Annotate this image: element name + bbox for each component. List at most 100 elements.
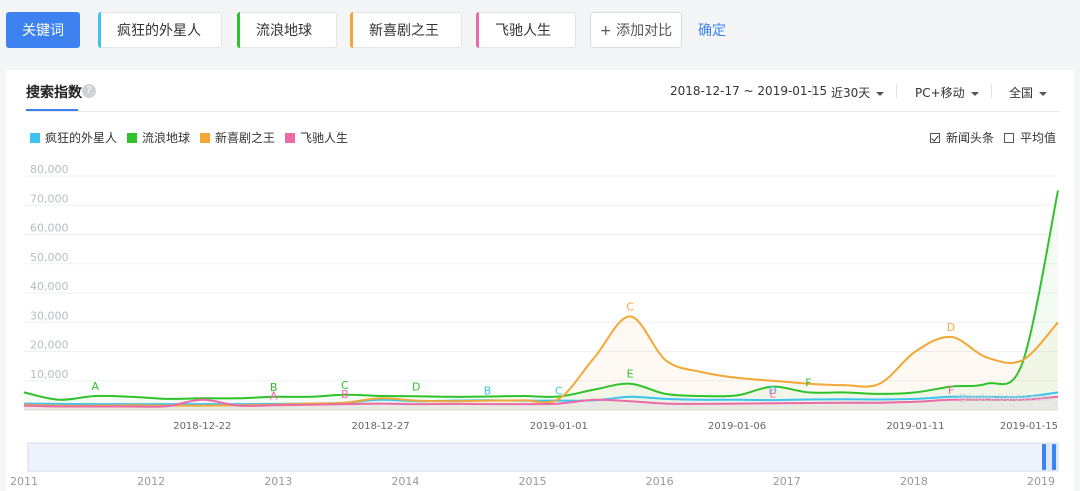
keyword-chip-label: 流浪地球 bbox=[256, 23, 312, 39]
keyword-chip-label: 飞驰人生 bbox=[495, 23, 551, 39]
x-tick-label: 2019-01-01 bbox=[530, 421, 588, 432]
event-marker[interactable]: E bbox=[627, 368, 634, 381]
legend-item[interactable]: 新喜剧之王 bbox=[200, 129, 275, 146]
series-area bbox=[24, 316, 1058, 410]
year-tick-label: 2019 bbox=[1027, 475, 1055, 488]
keyword-chip-label: 疯狂的外星人 bbox=[117, 23, 201, 39]
event-marker[interactable]: D bbox=[947, 321, 955, 334]
y-tick-label: 40,000 bbox=[30, 280, 69, 293]
event-marker[interactable]: B bbox=[270, 381, 278, 394]
x-tick-label: 2019-01-06 bbox=[708, 421, 766, 432]
keyword-chip-1[interactable]: 疯狂的外星人 bbox=[98, 12, 222, 48]
average-label: 平均值 bbox=[1020, 131, 1057, 145]
year-tick-label: 2018 bbox=[900, 475, 928, 488]
legend-swatch bbox=[127, 132, 138, 143]
keyword-chip-3[interactable]: 新喜剧之王 bbox=[350, 12, 462, 48]
region-dropdown[interactable]: 全国 bbox=[1009, 84, 1048, 101]
overview-brush[interactable] bbox=[27, 442, 1059, 472]
event-marker[interactable]: A bbox=[92, 380, 100, 393]
series-line[interactable] bbox=[23, 391, 1059, 406]
average-checkbox[interactable]: 平均值 bbox=[1004, 129, 1056, 146]
event-marker[interactable]: F bbox=[805, 376, 811, 389]
y-tick-label: 20,000 bbox=[30, 339, 69, 352]
chevron-down-icon bbox=[1039, 91, 1048, 96]
keyword-chip-4[interactable]: 飞驰人生 bbox=[476, 12, 576, 48]
keyword-chip-2[interactable]: 流浪地球 bbox=[237, 12, 337, 48]
help-icon[interactable]: ? bbox=[82, 84, 96, 98]
legend-swatch bbox=[200, 132, 211, 143]
y-tick-label: 50,000 bbox=[30, 251, 69, 264]
period-value: 近30天 bbox=[831, 86, 871, 100]
event-marker[interactable]: B bbox=[341, 388, 349, 401]
x-tick-label: 2019-01-15 bbox=[1000, 421, 1058, 432]
legend-label: 流浪地球 bbox=[142, 131, 191, 145]
device-dropdown[interactable]: PC+移动 bbox=[915, 84, 979, 101]
chart-legend: 疯狂的外星人 流浪地球 新喜剧之王 飞驰人生 bbox=[30, 129, 358, 146]
year-tick-label: 2016 bbox=[646, 475, 674, 488]
year-tick-label: 2013 bbox=[264, 475, 292, 488]
legend-item[interactable]: 疯狂的外星人 bbox=[30, 129, 117, 146]
news-headline-checkbox[interactable]: 新闻头条 bbox=[930, 129, 994, 146]
keyword-color-stripe bbox=[476, 12, 479, 48]
event-marker[interactable]: A bbox=[270, 389, 278, 402]
legend-swatch bbox=[30, 132, 40, 143]
legend-label: 疯狂的外星人 bbox=[45, 131, 118, 145]
overview-year-ticks: 2011 2012 2013 2014 2015 2016 2017 2018 2019 bbox=[10, 475, 1055, 488]
x-tick-label: 2018-12-27 bbox=[351, 421, 409, 432]
active-tab-underline bbox=[26, 109, 78, 111]
legend-label: 飞驰人生 bbox=[300, 131, 349, 145]
event-marker[interactable]: C bbox=[626, 300, 634, 313]
legend-item[interactable]: 飞驰人生 bbox=[285, 129, 348, 146]
year-tick-label: 2017 bbox=[773, 475, 801, 488]
event-marker[interactable]: C bbox=[341, 379, 349, 392]
series-areas bbox=[24, 190, 1058, 410]
series-line[interactable] bbox=[23, 315, 1059, 407]
keyword-chip-label: 新喜剧之王 bbox=[369, 23, 439, 39]
checkbox-checked-icon bbox=[930, 132, 940, 143]
y-tick-label: 60,000 bbox=[30, 222, 69, 235]
y-tick-label: 30,000 bbox=[30, 309, 69, 322]
brush-handle-right[interactable] bbox=[1052, 444, 1056, 470]
year-tick-label: 2011 bbox=[10, 475, 38, 488]
event-marker[interactable]: B bbox=[484, 384, 492, 397]
year-tick-label: 2015 bbox=[519, 475, 547, 488]
event-marker[interactable]: F bbox=[948, 384, 954, 397]
legend-item[interactable]: 流浪地球 bbox=[127, 129, 190, 146]
event-marker[interactable]: D bbox=[412, 380, 420, 393]
region-value: 全国 bbox=[1009, 86, 1034, 100]
year-tick-label: 2012 bbox=[137, 475, 165, 488]
search-index-panel: 搜索指数 ? 2018-12-17 ~ 2019-01-15 近30天 PC+移… bbox=[6, 70, 1074, 491]
checkbox-icon bbox=[1004, 132, 1014, 143]
date-range-label: 2018-12-17 ~ 2019-01-15 bbox=[670, 84, 828, 98]
confirm-button[interactable]: 确定 bbox=[698, 23, 726, 39]
legend-swatch bbox=[285, 132, 296, 143]
keyword-tab-button[interactable]: 关键词 bbox=[6, 12, 80, 48]
y-tick-label: 70,000 bbox=[30, 192, 69, 205]
series-area bbox=[24, 396, 1058, 410]
keyword-color-stripe bbox=[237, 12, 240, 48]
x-tick-label: 2018-12-22 bbox=[173, 421, 231, 432]
y-tick-label: 80,000 bbox=[30, 163, 69, 176]
series-lines bbox=[23, 190, 1059, 408]
tab-search-index[interactable]: 搜索指数 bbox=[26, 85, 82, 101]
event-marker[interactable]: C bbox=[555, 385, 563, 398]
series-line[interactable] bbox=[23, 395, 1059, 408]
chart-grid bbox=[24, 175, 1058, 411]
period-dropdown[interactable]: 近30天 bbox=[831, 84, 885, 101]
event-marker[interactable]: E bbox=[769, 387, 776, 400]
keyword-bar: 关键词 疯狂的外星人 流浪地球 新喜剧之王 飞驰人生 + 添加对比 确定 bbox=[0, 0, 1080, 62]
news-headline-label: 新闻头条 bbox=[946, 131, 995, 145]
chevron-down-icon bbox=[876, 91, 885, 96]
y-axis-ticks: 10,000 20,000 30,000 40,000 50,000 60,000 70,0… bbox=[30, 163, 69, 381]
watermark: @index.baidu.com bbox=[958, 393, 1051, 404]
brush-handle-left[interactable] bbox=[1042, 444, 1046, 470]
keyword-color-stripe bbox=[98, 12, 101, 48]
add-comparison-button[interactable]: + 添加对比 bbox=[590, 12, 682, 48]
device-value: PC+移动 bbox=[915, 86, 965, 100]
event-marker[interactable]: D bbox=[769, 384, 777, 397]
chevron-down-icon bbox=[970, 91, 979, 96]
series-line[interactable] bbox=[23, 190, 1059, 401]
year-tick-label: 2014 bbox=[391, 475, 419, 488]
series-area bbox=[24, 190, 1058, 410]
